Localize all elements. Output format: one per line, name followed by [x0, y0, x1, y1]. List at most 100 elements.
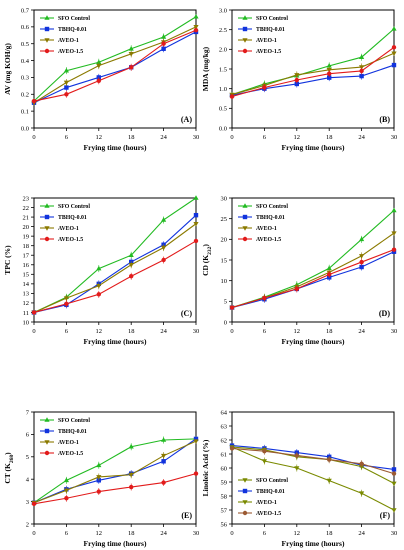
data-point [262, 295, 267, 301]
data-point [96, 63, 102, 69]
data-point [31, 98, 37, 104]
series-sfo-control [31, 436, 199, 505]
y-tick-label: 2 [26, 521, 29, 528]
data-point [193, 13, 199, 19]
legend-marker [44, 48, 50, 54]
data-point [129, 274, 134, 279]
data-point [129, 65, 134, 70]
y-tick-label: 0.7 [21, 7, 30, 14]
data-point [96, 489, 102, 494]
data-point [261, 459, 267, 464]
plot-frame [231, 411, 395, 525]
legend-marker [44, 203, 50, 208]
y-tick-label: 0.5 [219, 106, 227, 113]
data-point [128, 472, 134, 478]
panel-label: (B) [379, 115, 390, 124]
x-tick-label: 0 [230, 530, 233, 537]
y-tick-label: 3 [26, 499, 29, 506]
x-tick-label: 24 [358, 530, 365, 537]
y-tick-label: 10 [221, 278, 228, 285]
y-tick-label: 60 [221, 465, 228, 472]
data-point [128, 262, 134, 268]
x-axis-title: Frying time (hours) [282, 143, 345, 152]
legend-marker [242, 478, 248, 483]
y-tick-label: 21 [23, 214, 30, 221]
panel-label: (A) [181, 115, 192, 124]
data-point [262, 449, 267, 454]
y-tick-label: 64 [221, 409, 228, 416]
data-point [193, 439, 199, 444]
x-axis-title: Frying time (hours) [282, 337, 345, 346]
series-line [33, 223, 197, 313]
y-tick-label: 0.4 [21, 58, 30, 65]
data-point [326, 63, 332, 68]
x-tick-label: 12 [96, 530, 103, 537]
legend-marker [242, 510, 248, 516]
series-line [231, 46, 395, 98]
x-tick-label: 12 [294, 530, 301, 537]
series-aveo-1-5 [229, 45, 397, 99]
data-point [96, 283, 102, 289]
x-axis-title: Frying time (hours) [84, 539, 147, 548]
y-tick-label: 0 [224, 319, 227, 326]
data-point [359, 73, 364, 79]
series-aveo-1-5 [229, 446, 397, 476]
data-point [229, 305, 235, 310]
data-point [96, 59, 102, 65]
y-axis-title: CT (K268) [3, 452, 15, 484]
series-line [33, 16, 197, 102]
x-tick-label: 12 [96, 134, 103, 141]
x-tick-label: 18 [326, 328, 333, 335]
legend-marker [242, 15, 248, 20]
legend-marker [44, 236, 50, 242]
data-point [391, 51, 397, 57]
data-point [161, 41, 166, 46]
panel-label: (E) [181, 511, 192, 520]
legend-label: SFO Control [58, 16, 90, 22]
data-point [326, 478, 332, 484]
series-tbhq-0-01 [229, 62, 397, 98]
data-point [96, 475, 102, 480]
data-point [391, 471, 397, 476]
data-point [359, 254, 365, 259]
data-point [161, 46, 166, 51]
plot-frame [33, 9, 197, 129]
series-line [231, 28, 395, 96]
data-point [128, 443, 134, 449]
legend-label: AVEO-1.5 [58, 49, 83, 55]
data-point [63, 67, 69, 73]
y-tick-label: 15 [221, 257, 228, 264]
legend-marker [242, 236, 248, 242]
data-point [391, 26, 397, 31]
y-tick-label: 10 [23, 319, 30, 326]
y-axis-title: TPC (%) [3, 245, 12, 275]
series-sfo-control [229, 26, 397, 97]
data-point [193, 221, 199, 227]
data-point [193, 195, 199, 200]
x-tick-label: 0 [32, 328, 35, 335]
y-tick-label: 0.2 [21, 92, 29, 99]
series-sfo-control [229, 445, 397, 513]
y-axis-title: Linoleic Acid (%) [201, 439, 210, 496]
data-point [96, 265, 102, 271]
legend-label: AVEO-1 [256, 38, 277, 44]
data-point [63, 296, 69, 301]
data-point [161, 453, 167, 459]
x-tick-label: 24 [160, 530, 167, 537]
data-point [161, 437, 167, 442]
y-tick-label: 2.5 [219, 27, 227, 34]
data-point [96, 292, 102, 297]
y-tick-label: 62 [221, 437, 228, 444]
chart-panel-c: 0 6 12 18 24 30 10 11 12 13 14 15 16 17 18 19 20 21 22 23 Fr… [3, 195, 199, 346]
series-line [33, 438, 197, 504]
y-tick-label: 0.1 [21, 108, 29, 115]
data-point [294, 466, 300, 471]
x-axis-title: Frying time (hours) [84, 337, 147, 346]
y-tick-label: 20 [23, 224, 30, 231]
series-tbhq-0-01 [31, 436, 199, 505]
x-tick-label: 30 [391, 328, 398, 335]
x-tick-label: 24 [160, 134, 167, 141]
series-aveo-1 [229, 231, 397, 311]
x-tick-label: 30 [193, 328, 200, 335]
data-point [64, 496, 69, 501]
